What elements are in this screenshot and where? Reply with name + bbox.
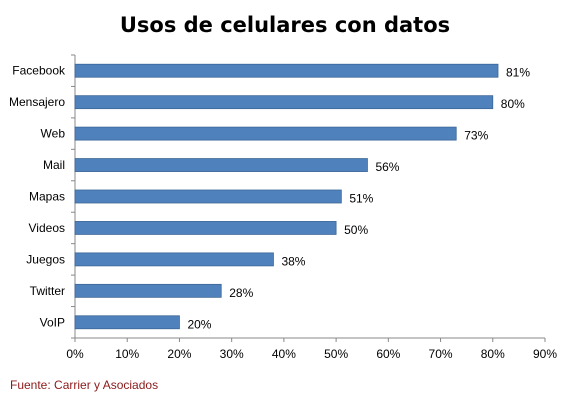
data-label: 38% xyxy=(281,254,305,268)
data-label: 80% xyxy=(501,97,525,111)
chart-title: Usos de celulares con datos xyxy=(120,13,450,37)
category-label: Mensajero xyxy=(9,95,65,109)
x-tick-label: 50% xyxy=(324,347,348,361)
category-label: VoIP xyxy=(40,315,65,329)
bar xyxy=(74,95,494,110)
category-label: Twitter xyxy=(30,284,65,298)
source-note: Fuente: Carrier y Asociados xyxy=(10,378,159,392)
x-tick-label: 40% xyxy=(272,347,296,361)
category-label: Facebook xyxy=(12,64,66,78)
x-tick-label: 70% xyxy=(429,347,453,361)
data-label: 81% xyxy=(506,66,530,80)
category-label: Mapas xyxy=(29,190,65,204)
data-label: 50% xyxy=(344,223,368,237)
bar xyxy=(74,158,368,172)
data-label: 56% xyxy=(375,160,399,174)
bar xyxy=(74,189,342,204)
x-tick-label: 0% xyxy=(66,347,84,361)
category-label: Juegos xyxy=(26,252,65,266)
data-label: 73% xyxy=(464,129,488,143)
plot-area: 0% 10% 20% 30% 40% 50% 60% 70% 80% 90% Facebook 81%… xyxy=(9,54,557,361)
x-tick-label: 90% xyxy=(533,347,557,361)
bar xyxy=(74,315,180,330)
x-tick-label: 20% xyxy=(167,347,191,361)
bar xyxy=(74,252,274,267)
x-tick-label: 80% xyxy=(481,347,505,361)
category-label: Mail xyxy=(43,158,65,172)
x-tick-label: 10% xyxy=(115,347,139,361)
data-label: 28% xyxy=(229,286,253,300)
data-label: 20% xyxy=(187,317,211,331)
bar xyxy=(74,283,222,298)
x-tick-label: 30% xyxy=(220,347,244,361)
category-label: Videos xyxy=(29,221,65,235)
x-tick-label: 60% xyxy=(376,347,400,361)
data-label: 51% xyxy=(349,192,373,206)
category-label: Web xyxy=(41,127,66,141)
bar xyxy=(74,63,499,78)
bar xyxy=(74,126,457,141)
bar xyxy=(74,221,337,235)
